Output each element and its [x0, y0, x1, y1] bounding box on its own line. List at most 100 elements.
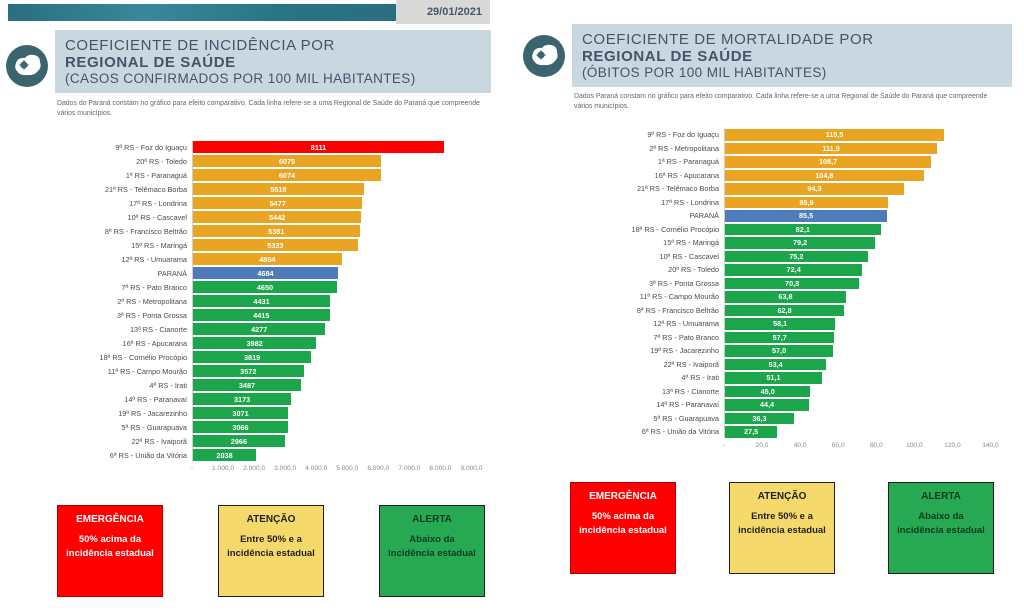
comparative-note: Dados do Paraná constam no gráfico para … [57, 100, 480, 117]
row-label: 1ª RS - Paranaguá [657, 157, 719, 167]
bar-track: 4277 [192, 322, 487, 336]
bar-track: 57,0 [724, 344, 1000, 358]
bar-value: 5442 [269, 212, 286, 222]
bar-green: 3982 [193, 337, 317, 349]
axis-tick: 140,0 [982, 441, 999, 449]
legend-emergency: EMERGÊNCIA 50% acima da incidência estad… [570, 482, 676, 574]
chart-row: 12ª RS - Umuarama 4804 [57, 252, 487, 266]
chart-row: 21ª RS - Telêmaco Borba 5518 [57, 182, 487, 196]
bar-green: 3173 [193, 393, 292, 405]
axis-tick: 1.000,0 [212, 465, 235, 472]
axis-tick: 7.000,0 [398, 465, 421, 472]
title-line-3: (CASOS CONFIRMADOS POR 100 MIL HABITANTE… [65, 71, 416, 86]
bar-value: 8111 [310, 142, 327, 152]
chart-row: 6ª RS - União da Vitória 27,5 [574, 425, 1000, 439]
chart-row: 4ª RS - Irati 3487 [57, 378, 487, 392]
row-label: 2ª RS - Metropolitana [117, 296, 187, 306]
chart-row: 12ª RS - Umuarama 58,1 [574, 317, 1000, 331]
row-label: 3ª RS - Ponta Grossa [648, 278, 719, 288]
legend-attention: ATENÇÃO Entre 50% e a incidência estadua… [729, 482, 835, 574]
row-label: 7ª RS - Pato Branco [121, 282, 187, 292]
bar-green: 57,0 [725, 345, 834, 357]
bar-green: 3819 [193, 351, 312, 363]
legend-alert-title: ALERTA [412, 514, 452, 525]
bar-value: 2038 [216, 450, 233, 460]
bar-track: 6075 [192, 154, 487, 168]
bar-track: 3173 [192, 392, 487, 406]
row-label: 20ª RS - Toledo [668, 265, 719, 275]
legend-emergency-text: 50% acima da incidência estadual [579, 511, 667, 536]
row-label: 14ª RS - Paranavaí [656, 400, 719, 410]
legend-emergency-title: EMERGÊNCIA [589, 491, 657, 502]
report-date: 29/01/2021 [396, 0, 490, 24]
bar-value: 4277 [251, 324, 268, 334]
chart-row: 9ª RS - Foz do Iguaçu 115,5 [574, 128, 1000, 142]
title-line-2: REGIONAL DE SAÚDE [582, 48, 753, 65]
bar-green: 72,4 [725, 264, 863, 276]
title-line-2: REGIONAL DE SAÚDE [65, 54, 236, 71]
bar-green: 4431 [193, 295, 331, 307]
bar-value: 70,8 [785, 278, 800, 288]
bar-green: 3071 [193, 407, 289, 419]
bar-value: 82,1 [795, 224, 810, 234]
bar-value: 4431 [253, 296, 270, 306]
bar-track: 5518 [192, 182, 487, 196]
row-label: 9ª RS - Foz do Iguaçu [647, 130, 719, 140]
bar-green: 57,7 [725, 331, 835, 343]
bar-yellow: 5323 [193, 239, 358, 251]
row-label: 2ª RS - Metropolitana [649, 143, 719, 153]
bar-yellow: 85,9 [725, 196, 888, 208]
bar-value: 94,3 [807, 184, 822, 194]
chart-row: 15ª RS - Maringá 5323 [57, 238, 487, 252]
chart-row: 8ª RS - Francisco Beltrão 5381 [57, 224, 487, 238]
bar-blue: 4684 [193, 267, 338, 279]
chart-row: 11ª RS - Campo Mourão 3572 [57, 364, 487, 378]
axis-ticks: - 20,0 40,0 60,0 80,0 100,0 120,0 140,0 [723, 441, 1000, 454]
chart-row: 3ª RS - Ponta Grossa 4415 [57, 308, 487, 322]
parana-map-icon [5, 44, 49, 88]
row-label: 7ª RS - Pato Branco [653, 332, 719, 342]
bar-value: 51,1 [766, 373, 781, 383]
bar-track: 57,7 [724, 330, 1000, 344]
bar-track: 58,1 [724, 317, 1000, 331]
legend-alert-title: ALERTA [921, 491, 961, 502]
bar-value: 27,5 [743, 427, 759, 437]
chart-row: 17ª RS - Londrina 85,9 [574, 195, 1000, 209]
bar-value: 85,5 [798, 211, 814, 221]
parana-map-icon [522, 34, 566, 78]
legend-alert-text: Abaixo da incidência estadual [388, 534, 476, 559]
chart-row: 15ª RS - Maringá 79,2 [574, 236, 1000, 250]
chart-row: 18ª RS - Cornélio Procópio 3819 [57, 350, 487, 364]
bar-value: 72,4 [786, 265, 801, 275]
bar-track: 72,4 [724, 263, 1000, 277]
bar-track: 27,5 [724, 425, 1000, 439]
bar-track: 3487 [192, 378, 487, 392]
bar-green: 2966 [193, 435, 285, 447]
bar-value: 2966 [230, 436, 247, 446]
bar-track: 4684 [192, 266, 487, 280]
chart-row: 21ª RS - Telêmaco Borba 94,3 [574, 182, 1000, 196]
bar-yellow: 94,3 [725, 183, 904, 195]
row-label: 15ª RS - Maringá [131, 240, 187, 250]
bar-value: 3173 [233, 394, 251, 404]
bar-track: 5381 [192, 224, 487, 238]
chart-row: 4ª RS - Irati 51,1 [574, 371, 1000, 385]
bar-value: 3071 [232, 408, 249, 418]
bar-value: 5518 [270, 184, 287, 194]
chart-row: 17ª RS - Londrina 5477 [57, 196, 487, 210]
bar-value: 3819 [243, 352, 261, 362]
bar-value: 75,2 [789, 251, 804, 261]
bar-value: 57,0 [771, 346, 787, 356]
bar-track: 82,1 [724, 222, 1000, 236]
chart-row: 16ª RS - Apucarana 104,8 [574, 168, 1000, 182]
legend-emergency-title: EMERGÊNCIA [76, 514, 144, 525]
chart-row: 16ª RS - Apucarana 3982 [57, 336, 487, 350]
bar-green: 27,5 [725, 426, 778, 438]
bar-value: 5323 [267, 240, 284, 250]
bar-value: 115,5 [825, 130, 844, 140]
chart-row: 2ª RS - Metropolitana 111,9 [574, 141, 1000, 155]
bar-value: 62,8 [777, 305, 792, 315]
axis-tick: 3.000,0 [274, 465, 297, 472]
bar-track: 51,1 [724, 371, 1000, 385]
row-label: 3ª RS - Ponta Grossa [116, 310, 187, 320]
